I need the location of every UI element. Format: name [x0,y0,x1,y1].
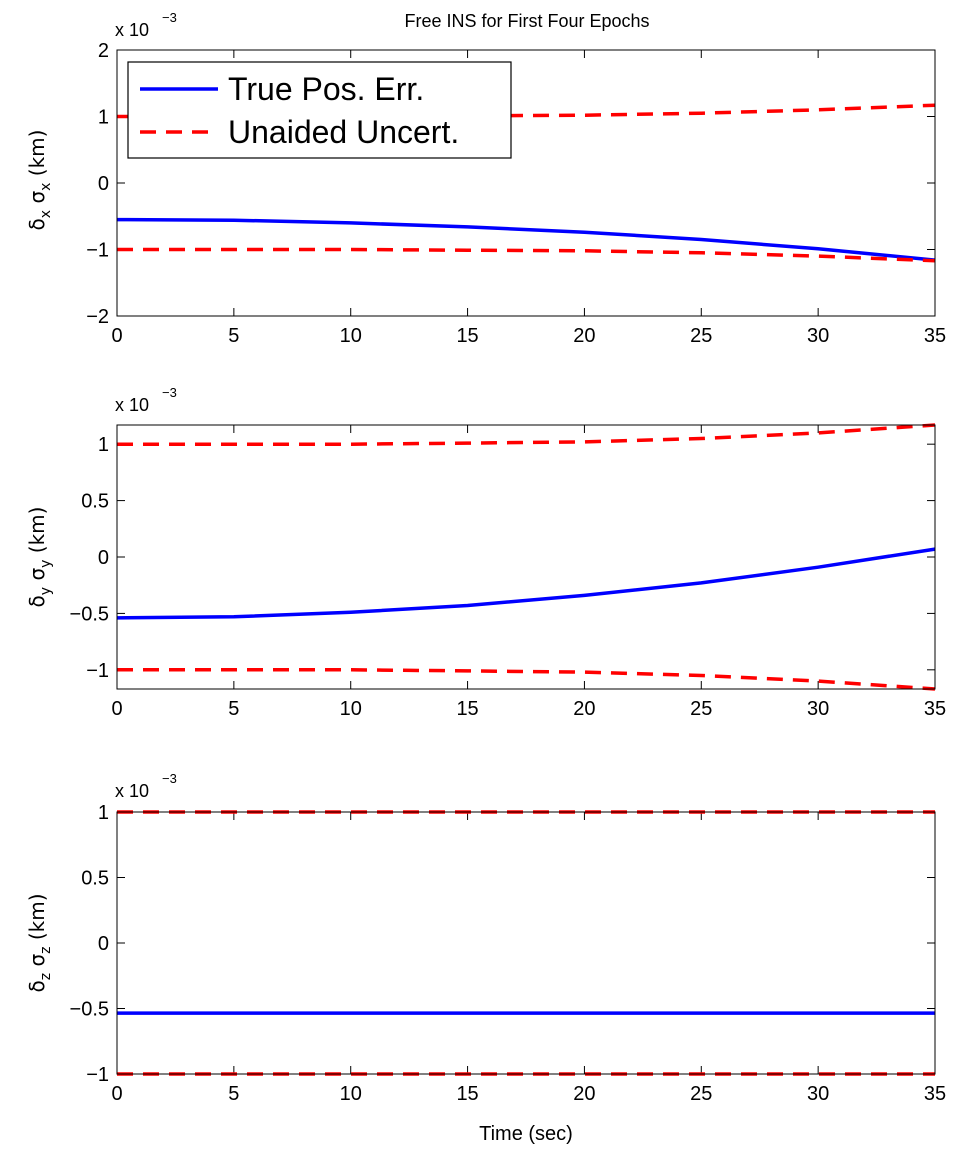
sigma-subscript: z [38,947,54,954]
x-tick-label: 10 [340,325,362,347]
series-lines [117,810,935,1076]
y-axis-label: δx σx (km) [25,130,54,231]
exponent-power: −3 [162,771,177,786]
y-tick-label: 2 [98,40,109,62]
exponent-label: x 10 −3 [115,385,177,415]
y-tick-label: −1 [86,1064,109,1086]
y-tick-label: 0.5 [81,491,109,513]
subplot-y: x 10 −3 δy σy (km) 0 5 10 15 20 25 30 35 −1−0.5… [25,385,946,720]
delta-subscript: x [38,210,54,218]
x-axis-label: Time (sec) [479,1123,573,1145]
series-lower-uncertainty [117,247,936,263]
x-tick-label: 5 [228,1083,239,1105]
legend: True Pos. Err. Unaided Uncert. [127,61,512,159]
subplot-z: x 10 −3 δz σz (km) 0 5 10 15 20 25 30 35 −1−0.5… [25,771,946,1145]
x-tick-label: 15 [456,698,478,720]
x-tick-label: 10 [340,698,362,720]
x-ticks: 0 5 10 15 20 25 30 35 [111,812,946,1105]
y-tick-label: 1 [98,434,109,456]
x-tick-label: 30 [807,1083,829,1105]
x-tick-label: 30 [807,698,829,720]
sigma-symbol: σ [25,191,49,204]
sigma-subscript: y [38,560,54,568]
sigma-subscript: x [38,183,54,191]
y-axis-label: δy σy (km) [25,507,54,608]
x-tick-label: 5 [228,325,239,347]
x-tick-label: 0 [111,325,122,347]
exponent-power: −3 [162,10,177,25]
x-ticks: 0 5 10 15 20 25 30 35 [111,425,946,720]
y-axis-label-text: δz σz (km) [25,893,54,992]
y-tick-label: 0.5 [81,868,109,890]
y-tick-label: −0.5 [70,999,109,1021]
y-ticks: −1 −0.5 0 0.5 1 [70,434,935,682]
x-tick-label: 10 [340,1083,362,1105]
legend-label-uncert: Unaided Uncert. [228,114,459,150]
exponent-power: −3 [162,385,177,400]
x-tick-label: 35 [924,325,946,347]
x-tick-label: 15 [456,1083,478,1105]
delta-subscript: z [38,973,54,980]
x-tick-label: 15 [456,325,478,347]
subplot-x: Free INS for First Four Epochs x 10 −3 δ… [25,10,946,347]
y-tick-label: 0 [98,933,109,955]
y-tick-label: 1 [98,107,109,129]
exponent-label: x 10 −3 [115,10,177,40]
unit: (km) [25,130,49,177]
plot-frame [116,424,936,690]
series-upper-uncertainty [117,423,936,446]
delta-symbol: δ [25,980,49,992]
unit: (km) [25,507,49,554]
x-tick-label: 35 [924,1083,946,1105]
x-tick-label: 25 [690,1083,712,1105]
sigma-symbol: σ [25,954,49,967]
plot-frame [116,811,936,1075]
series-true-pos-err [116,217,936,262]
x-tick-label: 0 [111,698,122,720]
y-tick-label: 0 [98,173,109,195]
x-tick-label: 20 [573,698,595,720]
x-tick-label: 0 [111,1083,122,1105]
y-ticks: −1 −0.5 0 0.5 1 [70,802,935,1086]
x-tick-label: 20 [573,1083,595,1105]
y-axis-label-text: δx σx (km) [25,130,54,231]
x-tick-label: 20 [573,325,595,347]
y-tick-label: 0 [98,547,109,569]
plot-frame [116,49,936,317]
x-tick-label: 35 [924,698,946,720]
series-lower-uncertainty [117,668,936,691]
x-tick-label: 25 [690,698,712,720]
exponent-label: x 10 −3 [115,771,177,801]
exponent-base: x 10 [115,781,149,801]
y-tick-label: 1 [98,802,109,824]
chart-title: Free INS for First Four Epochs [404,11,649,31]
x-tick-label: 5 [228,698,239,720]
y-tick-label: −1 [86,240,109,262]
y-tick-label: −2 [86,306,109,328]
y-axis-label: δz σz (km) [25,893,54,992]
delta-symbol: δ [25,218,49,230]
unit: (km) [25,893,49,940]
series-true-pos-err [116,547,936,620]
y-axis-label-text: δy σy (km) [25,507,54,608]
exponent-base: x 10 [115,20,149,40]
y-tick-label: −1 [86,660,109,682]
legend-box [127,61,512,159]
x-ticks: 0 5 10 15 20 25 30 35 [111,50,946,347]
legend-label-true: True Pos. Err. [228,71,424,107]
exponent-base: x 10 [115,395,149,415]
series-lines [116,423,936,691]
x-tick-label: 25 [690,325,712,347]
delta-symbol: δ [25,595,49,607]
x-tick-label: 30 [807,325,829,347]
y-tick-label: −0.5 [70,603,109,625]
sigma-symbol: σ [25,568,49,581]
delta-subscript: y [38,587,54,595]
